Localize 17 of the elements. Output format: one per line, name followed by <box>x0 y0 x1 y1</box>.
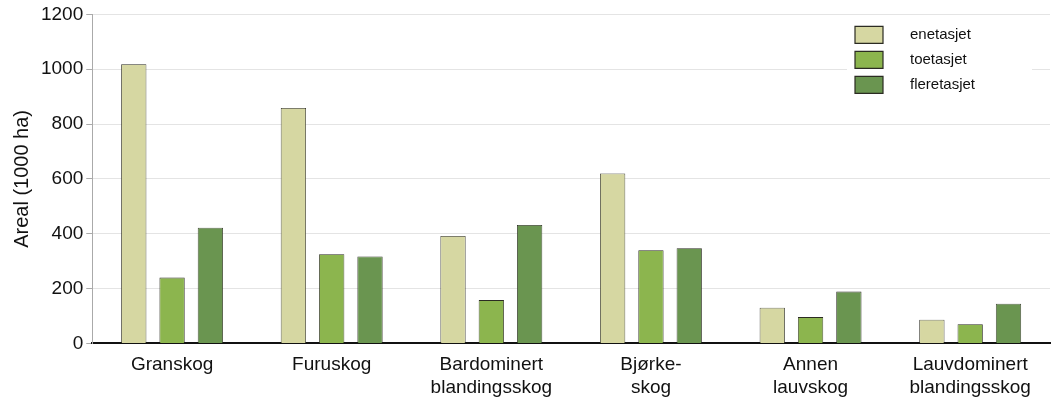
x-tick-label: Annen lauvskog <box>773 353 849 397</box>
y-axis-title: Areal (1000 ha) <box>9 109 32 248</box>
x-tick-label: Furuskog <box>292 353 372 375</box>
y-tick-label: 200 <box>51 276 84 298</box>
x-tick-label: Lauvdominert blandingsskog <box>909 353 1031 397</box>
y-tick-label: 0 <box>72 331 84 353</box>
x-tick-label: Bjørke- skog <box>620 353 682 397</box>
x-tick-label: Granskog <box>130 353 214 375</box>
y-tick-label: 1200 <box>40 2 84 24</box>
legend-label: toetasjet <box>910 50 968 68</box>
y-tick-label: 800 <box>51 112 84 134</box>
x-tick-label: Bardominert blandingsskog <box>430 353 553 397</box>
legend-label: fleretasjet <box>910 75 976 93</box>
legend-label: enetasjet <box>910 25 972 43</box>
y-tick-label: 600 <box>51 167 84 189</box>
y-tick-label: 1000 <box>40 57 84 79</box>
y-tick-label: 400 <box>51 221 84 243</box>
